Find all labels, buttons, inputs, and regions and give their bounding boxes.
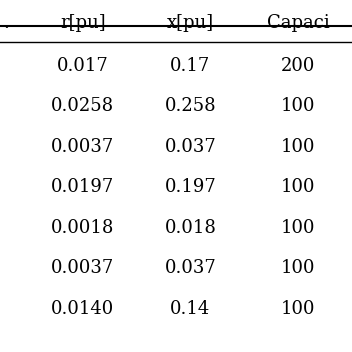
Text: 100: 100 [281, 300, 315, 318]
Text: 100: 100 [281, 219, 315, 237]
Text: x[pu]: x[pu] [167, 14, 214, 32]
Text: 100: 100 [281, 138, 315, 156]
Text: Capaci: Capaci [267, 14, 329, 32]
Text: 0.0197: 0.0197 [51, 178, 114, 196]
Text: 0.0037: 0.0037 [51, 259, 114, 277]
Text: 0.258: 0.258 [164, 98, 216, 115]
Text: 0.0140: 0.0140 [51, 300, 114, 318]
Text: 100: 100 [281, 178, 315, 196]
Text: 0.037: 0.037 [164, 138, 216, 156]
Text: r[pu]: r[pu] [60, 14, 106, 32]
Text: 0.14: 0.14 [170, 300, 210, 318]
Text: 0.037: 0.037 [164, 259, 216, 277]
Text: 0.017: 0.017 [57, 57, 108, 75]
Text: 100: 100 [281, 98, 315, 115]
Text: 0.17: 0.17 [170, 57, 210, 75]
Text: 100: 100 [281, 259, 315, 277]
Text: 0.0018: 0.0018 [51, 219, 114, 237]
Text: 0.0258: 0.0258 [51, 98, 114, 115]
Text: 200: 200 [281, 57, 315, 75]
Text: .: . [4, 14, 10, 32]
Text: 0.018: 0.018 [164, 219, 216, 237]
Text: 0.0037: 0.0037 [51, 138, 114, 156]
Text: 0.197: 0.197 [164, 178, 216, 196]
